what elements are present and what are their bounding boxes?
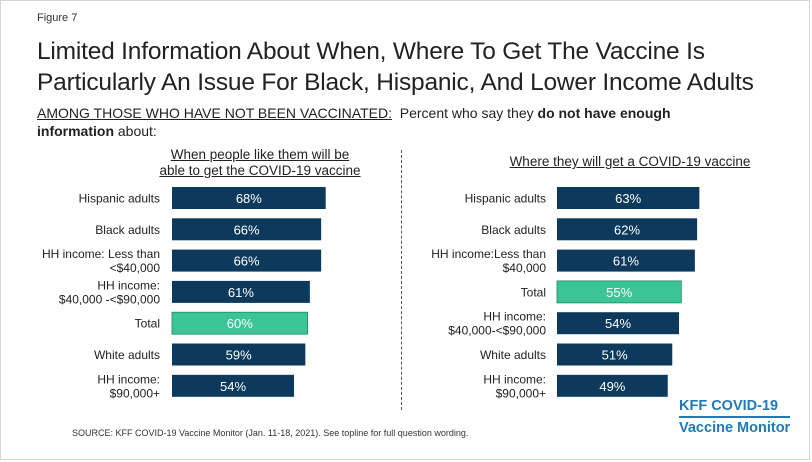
left-bar-1 — [172, 218, 322, 241]
kff-logo: KFF COVID-19 Vaccine Monitor — [679, 397, 791, 438]
left-category-label-2: HH income: Less than <$40,000 — [42, 247, 160, 275]
left-bar-4 — [171, 311, 309, 335]
subtitle-text: Percent who say they — [391, 105, 538, 121]
left-bar-value-label-4: 60% — [227, 316, 253, 331]
right-bar-value-label-3: 55% — [606, 285, 632, 300]
right-bar-0 — [557, 187, 700, 209]
left-category-label-4: Total — [135, 317, 160, 331]
left-bar-value-label-2: 66% — [234, 254, 260, 269]
subtitle-tail: about: — [114, 123, 157, 139]
left-bar-value-label-1: 66% — [234, 222, 260, 237]
right-panel-title-line-1: Where they will get a COVID-19 vaccine — [509, 154, 751, 169]
right-bar-2 — [557, 249, 695, 272]
left-category-label-5: White adults — [94, 348, 160, 362]
logo-line-1: KFF COVID-19 — [679, 398, 779, 414]
right-bar-value-label-0: 63% — [615, 191, 641, 206]
chart-title-line-1: Limited Information About When, Where To… — [37, 38, 705, 65]
left-panel-title-line-1: When people like them will be — [170, 147, 350, 162]
right-bar-6 — [557, 374, 668, 397]
right-bar-1 — [557, 218, 698, 241]
right-bar-3 — [556, 280, 682, 304]
right-category-label-5: White adults — [480, 348, 546, 362]
left-bar-5 — [172, 343, 306, 366]
chart-title-line-2: Particularly An Issue For Black, Hispani… — [37, 69, 754, 96]
right-bar-value-label-6: 49% — [599, 379, 625, 394]
right-category-label-0: Hispanic adults — [465, 192, 546, 206]
right-panel-title: Where they will get a COVID-19 vaccine — [480, 154, 780, 170]
right-category-label-2: HH income:Less than $40,000 — [431, 247, 546, 275]
right-category-label-4: HH income: $40,000-<$90,000 — [448, 310, 546, 338]
right-category-label-3: Total — [521, 285, 546, 299]
left-bar-3 — [172, 280, 310, 303]
subtitle-bold-1: do not have enough — [537, 105, 671, 121]
right-bar-value-label-4: 54% — [605, 316, 631, 331]
subtitle-bold-2: information — [37, 123, 114, 139]
chart-subtitle: AMONG THOSE WHO HAVE NOT BEEN VACCINATED… — [37, 104, 797, 140]
right-category-label-6: HH income: $90,000+ — [483, 372, 546, 400]
left-category-label-6: HH income: $90,000+ — [97, 372, 160, 400]
left-category-label-3: HH income: $40,000 -<$90,000 — [59, 278, 160, 306]
left-bar-value-label-3: 61% — [228, 285, 254, 300]
right-bar-5 — [557, 343, 673, 366]
left-panel-title-line-2: able to get the COVID-19 vaccine — [159, 163, 361, 178]
left-bar-value-label-0: 68% — [236, 191, 262, 206]
left-bar-2 — [172, 249, 322, 272]
left-category-label-1: Black adults — [95, 223, 160, 237]
panel-divider — [401, 150, 402, 410]
left-bar-value-label-6: 54% — [220, 379, 246, 394]
right-bar-4 — [557, 312, 680, 335]
right-bar-value-label-1: 62% — [614, 222, 640, 237]
right-bar-value-label-5: 51% — [602, 348, 628, 363]
left-panel-title: When people like them will be able to ge… — [140, 147, 380, 179]
source-note: SOURCE: KFF COVID-19 Vaccine Monitor (Ja… — [72, 428, 469, 438]
figure-label: Figure 7 — [37, 12, 78, 24]
right-bar-value-label-2: 61% — [613, 254, 639, 269]
left-category-label-0: Hispanic adults — [79, 192, 160, 206]
left-bar-0 — [172, 187, 326, 209]
logo-line-2: Vaccine Monitor — [679, 416, 791, 438]
right-category-label-1: Black adults — [481, 223, 546, 237]
left-bar-value-label-5: 59% — [226, 348, 252, 363]
subtitle-population: AMONG THOSE WHO HAVE NOT BEEN VACCINATED… — [37, 105, 392, 121]
chart-title: Limited Information About When, Where To… — [37, 36, 797, 98]
left-bar-6 — [172, 374, 295, 397]
